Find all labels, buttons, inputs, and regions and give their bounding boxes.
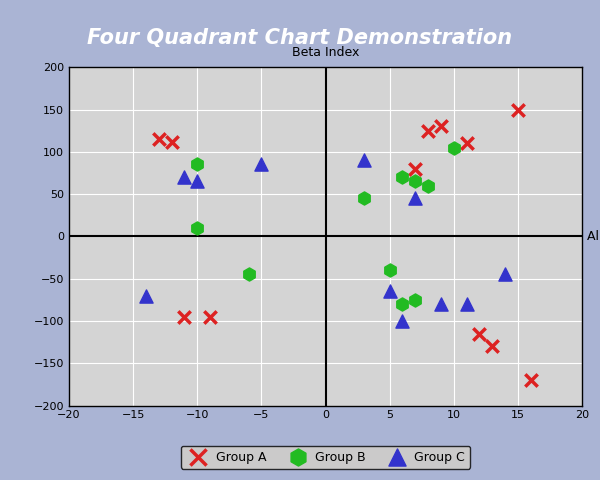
Group C	[257, 161, 266, 168]
Group C	[410, 194, 420, 202]
Legend: Group A, Group B, Group C: Group A, Group B, Group C	[181, 446, 470, 468]
Group A	[475, 330, 484, 337]
Group C	[500, 271, 510, 278]
Group A	[410, 165, 420, 173]
Group B	[449, 144, 458, 151]
Group C	[436, 300, 446, 308]
Group A	[436, 122, 446, 130]
Group A	[526, 376, 536, 384]
Group A	[513, 106, 523, 113]
Group A	[424, 127, 433, 134]
Text: Beta Index: Beta Index	[292, 46, 359, 59]
Group B	[398, 300, 407, 308]
Group B	[410, 296, 420, 304]
Group C	[179, 173, 189, 181]
Group C	[193, 178, 202, 185]
Group A	[462, 140, 472, 147]
Group C	[462, 300, 472, 308]
Group B	[193, 161, 202, 168]
Group A	[179, 313, 189, 321]
Group B	[385, 266, 394, 274]
Group C	[359, 156, 369, 164]
Group B	[244, 271, 253, 278]
Group A	[205, 313, 215, 321]
Group B	[410, 178, 420, 185]
Group B	[359, 194, 369, 202]
Group C	[385, 288, 394, 295]
Group A	[487, 343, 497, 350]
Group B	[193, 224, 202, 232]
Group C	[398, 317, 407, 325]
Group A	[167, 138, 176, 145]
Group A	[154, 135, 164, 143]
Text: Four Quadrant Chart Demonstration: Four Quadrant Chart Demonstration	[88, 28, 512, 48]
Group C	[141, 292, 151, 300]
Text: Alpha Index: Alpha Index	[587, 230, 600, 243]
Group B	[398, 173, 407, 181]
Group B	[424, 182, 433, 190]
